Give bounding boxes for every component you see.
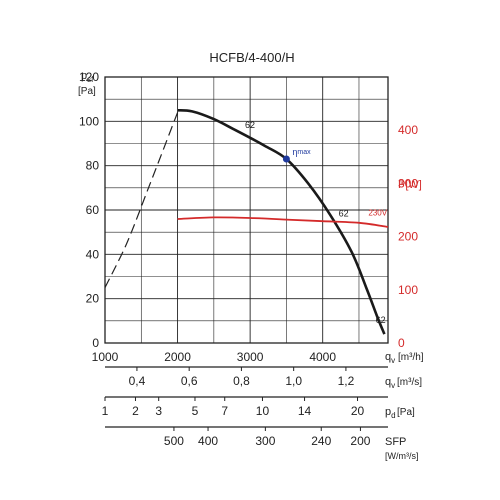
y2-tick-label: 400 — [398, 123, 418, 137]
y-tick-label: 60 — [86, 203, 100, 217]
grid — [105, 77, 388, 343]
secondary-tick-label: 200 — [350, 434, 370, 448]
pressure-curve-extrapolated — [104, 112, 179, 288]
eta-max-label: ηmax — [292, 147, 311, 157]
annotations: ηmax 62 62 62 230V — [245, 120, 388, 325]
y2-tick-label: 300 — [398, 176, 418, 190]
power-curve-label: 230V — [368, 208, 387, 217]
secondary-tick-label: 10 — [256, 404, 270, 418]
y-tick-label: 0 — [92, 336, 99, 350]
secondary-axis-unit: [m³/s] — [397, 377, 422, 388]
secondary-axis-label: SFP — [385, 436, 406, 448]
y-tick-label: 20 — [86, 292, 100, 306]
secondary-axes: 0,4 0,6 0,8 1,0 1,2 qv [m³/s] 1 2 3 5 7 10 14 20 pd [Pa]… — [102, 366, 422, 461]
secondary-tick-label: 240 — [311, 434, 331, 448]
power-curve — [177, 216, 389, 228]
secondary-axis-unit: [Pa] — [397, 407, 415, 418]
x-axis-unit: [m³/h] — [398, 352, 424, 363]
pressure-curve — [177, 108, 386, 335]
curve-label: 62 — [339, 209, 349, 219]
y-axis-label: psf — [81, 70, 94, 84]
secondary-tick-label: 0,8 — [233, 374, 250, 388]
secondary-tick-label: 1,2 — [338, 374, 355, 388]
secondary-tick-label: 0,6 — [181, 374, 198, 388]
y2-axis-ticks: 0 100 200 300 400 — [398, 123, 418, 350]
secondary-tick-label: 0,4 — [129, 374, 146, 388]
curve-label: 62 — [245, 120, 255, 130]
curve-label: 62 — [376, 315, 386, 325]
secondary-tick-label: 3 — [155, 404, 162, 418]
secondary-tick-label: 2 — [132, 404, 139, 418]
secondary-tick-label: 5 — [192, 404, 199, 418]
y-axis-ticks: 0 20 40 60 80 100 120 — [79, 70, 99, 350]
secondary-tick-label: 300 — [255, 434, 275, 448]
y2-tick-label: 100 — [398, 283, 418, 297]
secondary-tick-label: 500 — [164, 434, 184, 448]
secondary-tick-label: 1 — [102, 404, 109, 418]
secondary-tick-label: 400 — [198, 434, 218, 448]
y-tick-label: 100 — [79, 114, 99, 128]
x-tick-label: 3000 — [237, 350, 264, 364]
x-tick-label: 2000 — [164, 350, 191, 364]
y-tick-label: 120 — [79, 70, 99, 84]
y2-axis-label: P[W] — [398, 179, 422, 191]
secondary-tick-label: 20 — [351, 404, 365, 418]
y-tick-label: 80 — [86, 159, 100, 173]
x-axis-label: qv — [385, 351, 395, 365]
secondary-tick-label: 7 — [221, 404, 228, 418]
x-tick-label: 1000 — [92, 350, 119, 364]
y2-tick-label: 0 — [398, 336, 405, 350]
curves — [104, 108, 389, 335]
secondary-tick-label: 14 — [298, 404, 312, 418]
secondary-axis-label: qv — [385, 376, 395, 390]
y-axis-unit: [Pa] — [78, 86, 96, 97]
x-tick-label: 4000 — [309, 350, 336, 364]
y-tick-label: 40 — [86, 247, 100, 261]
eta-max-point — [282, 155, 290, 163]
x-axis-ticks: 1000 2000 3000 4000 — [92, 350, 337, 364]
chart-title: HCFB/4-400/H — [209, 50, 294, 65]
secondary-tick-label: 1,0 — [285, 374, 302, 388]
secondary-axis-label: pd — [385, 406, 396, 420]
y2-tick-label: 200 — [398, 230, 418, 244]
secondary-axis-unit: [W/m³/s] — [385, 451, 419, 461]
plot-frame — [104, 76, 389, 344]
